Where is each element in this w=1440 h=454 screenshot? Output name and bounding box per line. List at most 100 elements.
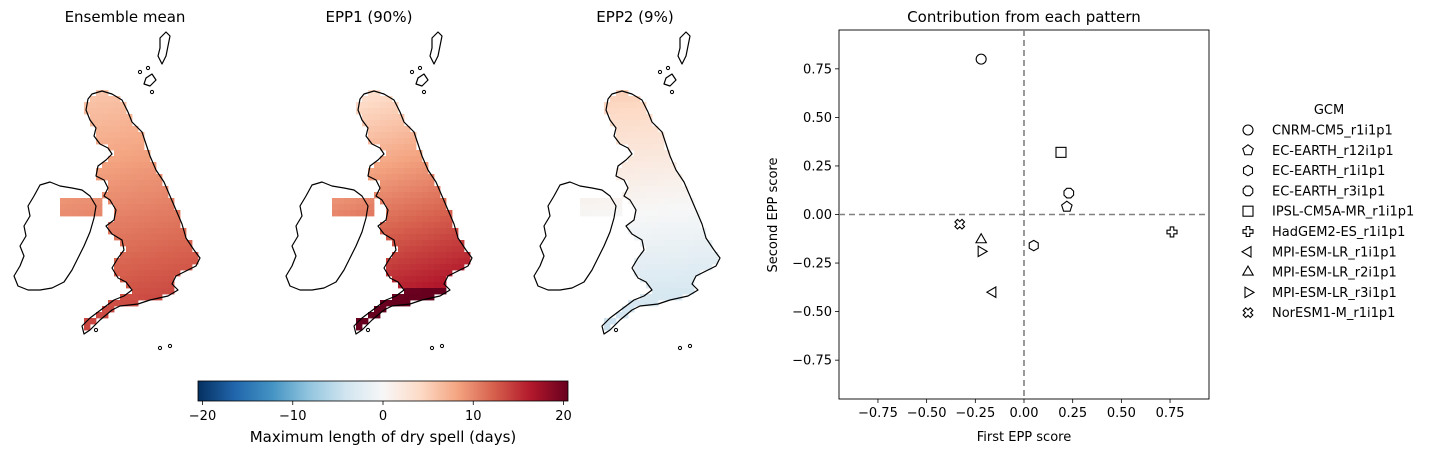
map-cell	[640, 294, 647, 301]
map-cell	[398, 162, 405, 169]
map-cell	[150, 240, 157, 247]
map-cell	[404, 216, 411, 223]
map-cell	[368, 102, 375, 109]
map-cell	[446, 252, 453, 259]
map-cell	[700, 258, 707, 265]
map-cell	[144, 162, 151, 169]
legend-marker-hexagon	[1242, 164, 1254, 177]
map-cell	[114, 174, 121, 181]
map-cell	[440, 216, 447, 223]
map-cell	[392, 276, 399, 283]
map-cell	[416, 270, 423, 277]
map-cell	[652, 192, 659, 199]
map-cell	[452, 228, 459, 235]
map-cell	[410, 192, 417, 199]
map-cell	[622, 126, 629, 133]
map-cell	[658, 138, 665, 145]
map-cell	[144, 210, 151, 217]
map-cell	[362, 102, 369, 109]
map-cell	[628, 138, 635, 145]
x-axis-label: First EPP score	[977, 430, 1071, 445]
map-cell	[658, 222, 665, 229]
map-cell	[616, 102, 623, 109]
map-cell	[114, 210, 121, 217]
map-cell	[664, 240, 671, 247]
map-cell	[120, 204, 127, 211]
map-cell	[380, 162, 387, 169]
map-cell	[658, 246, 665, 253]
map-cell	[610, 102, 617, 109]
map-cell	[156, 252, 163, 259]
map-cell	[688, 222, 695, 229]
map-cell	[416, 150, 423, 157]
map-cell	[126, 186, 133, 193]
map-cell	[676, 282, 683, 289]
map-cell	[398, 222, 405, 229]
map-cell	[150, 252, 157, 259]
map-cell	[144, 294, 151, 301]
map-cell	[440, 264, 447, 271]
map-cell	[162, 288, 169, 295]
map-cell	[392, 132, 399, 139]
map-cell	[126, 132, 133, 139]
map-cell	[380, 132, 387, 139]
map-cell	[646, 210, 653, 217]
map-cell	[386, 192, 393, 199]
map-cell	[682, 288, 689, 295]
map-cell	[174, 246, 181, 253]
map-cell	[428, 186, 435, 193]
map-cell	[586, 204, 593, 211]
map-cell	[688, 246, 695, 253]
map-cell	[174, 234, 181, 241]
map-cell	[580, 210, 587, 217]
map-cell	[640, 228, 647, 235]
map-cell	[126, 258, 133, 265]
map-cell	[386, 114, 393, 121]
map-cell	[96, 198, 103, 205]
map-cell	[332, 198, 339, 205]
map-cell	[440, 240, 447, 247]
map-cell	[610, 96, 617, 103]
data-point-ec-earth-r3i1p1	[1063, 187, 1075, 199]
map-cell	[676, 204, 683, 211]
map-cell	[380, 114, 387, 121]
map-cell	[156, 258, 163, 265]
map-cell	[694, 234, 701, 241]
map-cell	[640, 186, 647, 193]
map-cell	[150, 288, 157, 295]
map-cell	[398, 282, 405, 289]
map-cell	[682, 264, 689, 271]
map-cell	[404, 132, 411, 139]
map-cell	[658, 132, 665, 139]
map-cell	[634, 174, 641, 181]
map-cell	[156, 180, 163, 187]
map-cell	[374, 132, 381, 139]
map-cell	[138, 210, 145, 217]
map-cell	[404, 204, 411, 211]
map-cell	[132, 186, 139, 193]
map-cell	[132, 192, 139, 199]
map-cell	[410, 258, 417, 265]
map-cell	[120, 192, 127, 199]
map-cell	[664, 246, 671, 253]
map-cell	[658, 174, 665, 181]
map-cell	[144, 192, 151, 199]
island-outline	[167, 343, 173, 349]
map-cell	[664, 252, 671, 259]
map-cell	[168, 216, 175, 223]
colorbar-tick-label: −10	[279, 409, 306, 424]
map-cells	[60, 90, 199, 331]
map-cell	[410, 276, 417, 283]
map-cell	[422, 216, 429, 223]
map-cell	[386, 138, 393, 145]
map-cell	[616, 114, 623, 121]
map-cell	[156, 216, 163, 223]
reference-lines	[839, 30, 1209, 399]
map-cell	[464, 258, 471, 265]
map-cell	[374, 114, 381, 121]
map-cell	[150, 264, 157, 271]
coastline-orkney	[663, 73, 677, 87]
map-cell	[192, 252, 199, 259]
map-cell	[126, 228, 133, 235]
map-cell	[416, 258, 423, 265]
